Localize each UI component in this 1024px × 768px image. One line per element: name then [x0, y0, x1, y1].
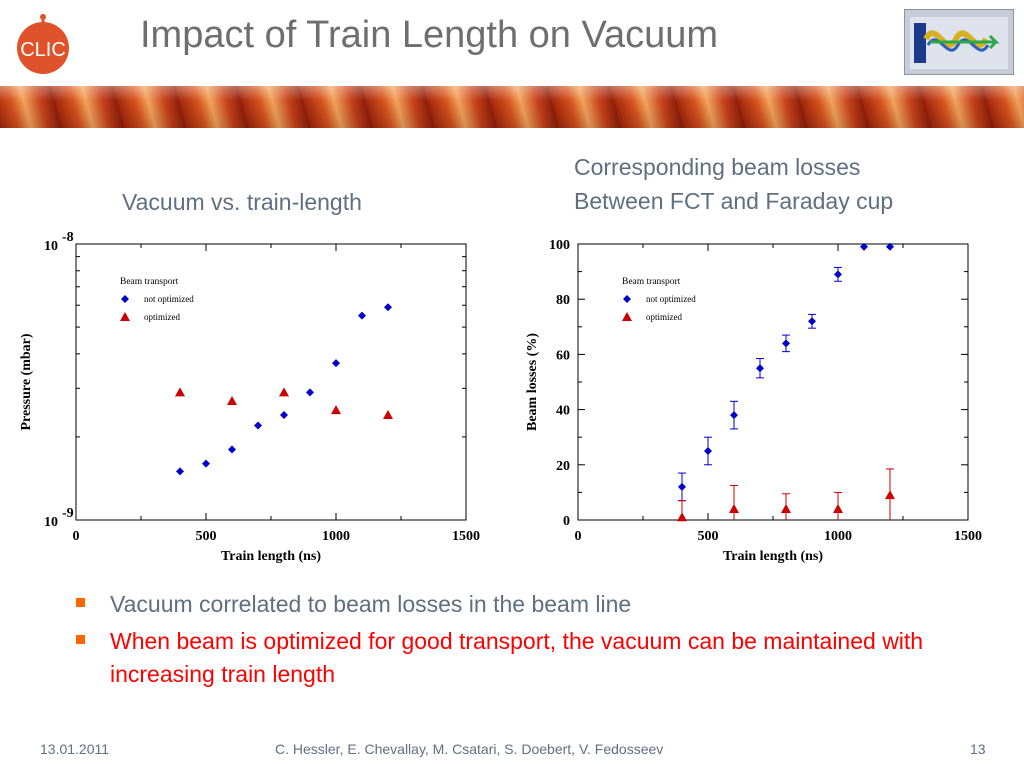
bullet-text: Vacuum correlated to beam losses in the …	[110, 591, 632, 617]
data-point-optimized	[383, 410, 393, 420]
y-tick-label: 10	[44, 239, 58, 254]
y-tick-label: 20	[556, 459, 570, 474]
data-point-not-optimized	[358, 311, 366, 320]
legend-entry: optimized	[144, 312, 180, 322]
x-axis-label: Train length (ns)	[221, 549, 321, 564]
legend-marker-diamond	[623, 295, 631, 303]
x-tick-label: 1500	[954, 529, 982, 544]
data-point-not-optimized	[782, 339, 790, 348]
legend-marker-triangle	[120, 312, 130, 321]
data-point-not-optimized	[306, 388, 314, 397]
y-tick-label-exponent: -9	[62, 506, 74, 521]
header-banner-image	[0, 86, 1024, 128]
data-point-optimized	[227, 395, 237, 405]
x-tick-label: 500	[196, 529, 217, 544]
data-point-not-optimized	[886, 242, 894, 251]
data-point-not-optimized	[704, 447, 712, 455]
data-point-not-optimized	[808, 317, 816, 326]
bullet-text: When beam is optimized for good transpor…	[110, 628, 924, 687]
data-point-not-optimized	[730, 411, 738, 420]
y-tick-label: 40	[556, 404, 570, 419]
left-chart-caption: Vacuum vs. train-length	[122, 189, 362, 215]
right-chart-caption-line2: Between FCT and Faraday cup	[574, 188, 894, 214]
vacuum-chart: 0 500 1000 1500 10 -9 10 -8 Train length (ns) Pre…	[19, 232, 480, 564]
ctf-logo	[904, 9, 1014, 75]
data-point-not-optimized	[280, 411, 288, 420]
x-tick-label: 1500	[452, 529, 480, 544]
y-axis-label: Pressure (mbar)	[19, 333, 34, 430]
bullet-item: When beam is optimized for good transpor…	[70, 625, 970, 691]
data-point-not-optimized	[332, 359, 340, 368]
data-point-optimized	[781, 503, 791, 513]
data-point-not-optimized	[834, 270, 842, 279]
square-bullet-icon	[76, 635, 85, 644]
data-point-optimized	[279, 387, 289, 397]
data-point-optimized	[885, 490, 895, 500]
data-point-not-optimized	[228, 445, 236, 454]
data-point-optimized	[677, 512, 687, 522]
slide-title: Impact of Train Length on Vacuum	[140, 14, 719, 56]
x-tick-label: 1000	[322, 529, 350, 544]
legend-marker-diamond	[121, 295, 129, 303]
data-point-not-optimized	[202, 459, 210, 468]
x-tick-label: 1000	[824, 529, 852, 544]
data-point-not-optimized	[860, 242, 868, 251]
data-point-not-optimized	[176, 467, 184, 476]
footer-date: 13.01.2011	[40, 741, 110, 757]
data-point-optimized	[175, 387, 185, 397]
data-point-optimized	[729, 503, 739, 513]
bullet-list: Vacuum correlated to beam losses in the …	[70, 588, 970, 695]
bullet-item: Vacuum correlated to beam losses in the …	[70, 588, 970, 621]
data-point-not-optimized	[254, 421, 262, 430]
x-tick-label: 0	[575, 529, 582, 544]
y-tick-label: 60	[556, 348, 570, 363]
legend-entry: optimized	[646, 312, 682, 322]
legend-title: Beam transport	[622, 277, 681, 287]
legend-entry: not optimized	[646, 294, 696, 304]
plot-area-frame	[577, 243, 969, 521]
data-point-not-optimized	[384, 303, 392, 312]
y-tick-label: 100	[549, 238, 570, 253]
footer-page-number: 13	[970, 741, 986, 757]
data-point-not-optimized	[678, 482, 686, 491]
x-tick-label: 500	[698, 529, 719, 544]
x-axis-label: Train length (ns)	[723, 549, 823, 564]
data-point-optimized	[833, 503, 843, 513]
x-tick-label: 0	[73, 529, 80, 544]
clic-logo-text: CLIC	[20, 39, 66, 61]
clic-logo: CLIC	[17, 14, 69, 74]
footer-authors: C. Hessler, E. Chevallay, M. Csatari, S.…	[275, 741, 664, 757]
right-chart-caption-line1: Corresponding beam losses	[574, 154, 861, 180]
y-tick-label: 10	[44, 515, 58, 530]
legend-title: Beam transport	[120, 277, 179, 287]
legend-marker-triangle	[622, 312, 632, 321]
legend-entry: not optimized	[144, 294, 194, 304]
y-tick-label: 80	[556, 293, 570, 308]
data-point-not-optimized	[756, 364, 764, 373]
beam-losses-chart: 0 500 1000 1500 0 20 40 60 80 100 Train length (ns…	[525, 238, 982, 564]
y-tick-label-exponent: -8	[62, 232, 74, 245]
data-point-optimized	[331, 405, 341, 415]
y-tick-label: 0	[563, 514, 570, 529]
square-bullet-icon	[76, 598, 85, 607]
y-axis-label: Beam losses (%)	[525, 333, 540, 431]
